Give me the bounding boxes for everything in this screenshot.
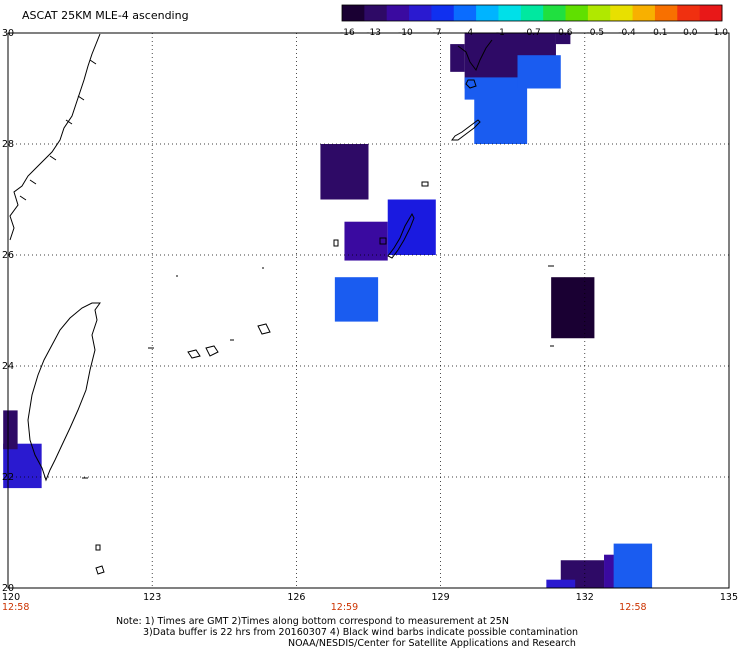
colorbar-label: 0.0 xyxy=(683,28,698,38)
colorbar-swatch xyxy=(565,5,589,21)
colorbar-swatch xyxy=(520,5,544,21)
time-labels: 12:58 12:59 12:58 xyxy=(2,602,647,613)
wind-swath-cell xyxy=(450,44,465,72)
wind-swath-layer xyxy=(3,33,653,588)
lon-tick-label: 135 xyxy=(720,592,738,603)
time-label: 12:58 xyxy=(2,602,29,613)
map-frame xyxy=(7,32,730,589)
wind-swath-cell xyxy=(344,221,388,261)
colorbar-swatch xyxy=(587,5,611,21)
wind-swath-cell xyxy=(474,88,528,144)
coastline-yakushima xyxy=(465,79,477,89)
colorbar-label: -0.4 xyxy=(618,28,636,38)
wind-swath-cell xyxy=(517,55,561,89)
colorbar-swatch xyxy=(543,5,567,21)
colorbar-swatch xyxy=(342,5,365,21)
colorbar-label: -1 xyxy=(496,28,505,38)
lat-tick-label: 20 xyxy=(2,583,14,594)
lon-tick-label: 132 xyxy=(576,592,594,603)
coastline-kyushu xyxy=(457,39,493,72)
time-label: 12:59 xyxy=(331,602,358,613)
colorbar-label: -13 xyxy=(366,28,381,38)
wind-swath-cell xyxy=(334,277,379,322)
colorbar-label: -10 xyxy=(398,28,413,38)
coastline-amami xyxy=(451,119,481,141)
lon-tick-label: 129 xyxy=(432,592,450,603)
lat-tick-label: 26 xyxy=(2,250,14,261)
wind-swath-cell xyxy=(3,443,42,489)
colorbar-label: -16 xyxy=(340,28,355,38)
coastline-okinawa xyxy=(387,212,415,259)
colorbar-swatch xyxy=(386,5,410,21)
coastline-china xyxy=(9,33,101,241)
lon-tick-label: 123 xyxy=(143,592,161,603)
wind-swath-cell xyxy=(551,277,595,339)
lat-tick-label: 22 xyxy=(2,472,14,483)
colorbar-frame xyxy=(341,4,723,22)
colorbar-label: -0.5 xyxy=(587,28,605,38)
coastline-china-inlets xyxy=(19,59,97,201)
colorbar-labels: -16 -13 -10 -7 -4 -1 -0.7 -0.6 -0.5 -0.4 -0.1 0.0 1.… xyxy=(340,28,728,38)
wind-swath-cell xyxy=(546,579,576,588)
colorbar-swatch xyxy=(699,5,723,21)
latitude-labels: 20 22 24 26 28 30 xyxy=(2,28,14,594)
coastline-small-islands xyxy=(82,181,554,575)
colorbar-label: -4 xyxy=(464,28,473,38)
colorbar-swatch xyxy=(409,5,432,21)
lon-tick-label: 120 xyxy=(2,592,20,603)
plot-title: ASCAT 25KM MLE-4 ascending xyxy=(22,9,189,22)
wind-swath-cell xyxy=(320,144,369,200)
longitude-labels: 120 123 126 129 132 135 xyxy=(2,592,738,603)
coastline-sakishima-islands xyxy=(148,323,271,359)
colorbar-swatch xyxy=(654,5,678,21)
colorbar xyxy=(341,4,723,22)
colorbar-swatch xyxy=(431,5,455,21)
colorbar-swatch xyxy=(632,5,656,21)
wind-swath-cell xyxy=(555,33,571,45)
colorbar-swatch xyxy=(610,5,634,21)
colorbar-label: -0.7 xyxy=(523,28,541,38)
lat-tick-label: 30 xyxy=(2,28,14,39)
note-line-3: NOAA/NESDIS/Center for Satellite Applica… xyxy=(288,638,576,649)
colorbar-swatch xyxy=(364,5,388,21)
time-label: 12:58 xyxy=(619,602,646,613)
coastlines xyxy=(9,33,554,575)
colorbar-swatch xyxy=(453,5,477,21)
lat-tick-label: 24 xyxy=(2,361,14,372)
colorbar-swatch xyxy=(677,5,701,21)
colorbar-swatch xyxy=(476,5,499,21)
colorbar-label: -7 xyxy=(433,28,442,38)
colorbar-label: 1.0 xyxy=(714,28,729,38)
note-line-2: 3)Data buffer is 22 hrs from 20160307 4)… xyxy=(143,627,579,638)
wind-swath-cell xyxy=(613,543,653,588)
lon-tick-label: 126 xyxy=(287,592,305,603)
colorbar-swatch xyxy=(498,5,522,21)
colorbar-label: -0.1 xyxy=(650,28,668,38)
coastline-taiwan xyxy=(27,302,101,482)
colorbar-label: -0.6 xyxy=(555,28,573,38)
note-line-1: Note: 1) Times are GMT 2)Times along bot… xyxy=(116,616,509,627)
wind-swath-cell xyxy=(3,410,18,450)
lat-tick-label: 28 xyxy=(2,139,14,150)
